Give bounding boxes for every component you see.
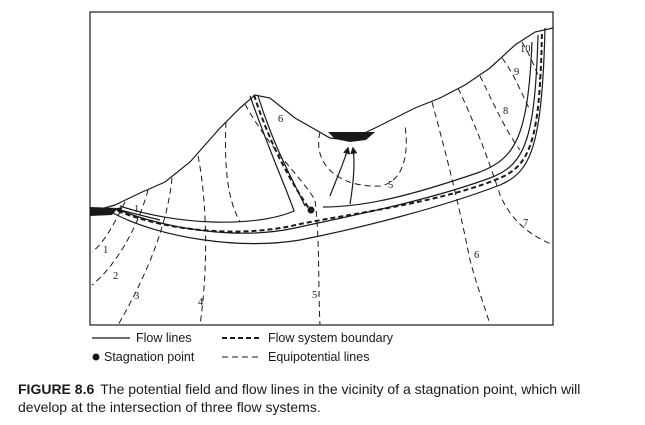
caption-text: The potential field and flow lines in th…: [18, 381, 581, 415]
legend-stagnation-point: Stagnation point: [104, 350, 195, 364]
equipotential-label: 10: [520, 44, 531, 55]
equipotential-label: 2: [113, 271, 118, 282]
equipotential-label: 3: [134, 291, 139, 302]
diagram-frame: [89, 11, 554, 326]
lake-center: [328, 132, 375, 142]
legend-flow-system-boundary: Flow system boundary: [268, 331, 394, 345]
equipotential-label: 1: [134, 204, 139, 215]
flow-system-boundary: [117, 29, 543, 233]
equipotential-label: 9: [514, 67, 519, 78]
equipotential-label: 1: [103, 245, 108, 256]
legend: Flow lines Flow system boundary Stagnati…: [92, 331, 394, 364]
equipotential-label: 5: [388, 180, 393, 191]
figure-caption: FIGURE 8.6 The potential field and flow l…: [18, 380, 633, 416]
lake-left: [90, 207, 118, 216]
flow-lines: [112, 27, 546, 245]
equipotential-label: 8: [503, 106, 508, 117]
legend-flow-lines: Flow lines: [136, 331, 192, 345]
equipotential-label: 6: [278, 114, 283, 125]
legend-equipotential-lines: Equipotential lines: [268, 350, 369, 364]
equipotential-label: 6: [474, 250, 479, 261]
caption-label: FIGURE 8.6: [18, 381, 95, 397]
equipotential-label: 5: [312, 290, 317, 301]
land-surface: [89, 27, 554, 213]
legend-stagnation-symbol: [92, 353, 100, 361]
equipotential-labels: 1 1 2 3 4 5 5 6 6 7 8 9 10: [103, 44, 531, 308]
figure-diagram: 1 1 2 3 4 5 5 6 6 7 8 9 10 Flow lines Fl…: [89, 11, 554, 364]
stagnation-point-marker: [307, 206, 315, 214]
equipotential-label: 7: [523, 218, 528, 229]
equipotential-label: 4: [198, 297, 204, 308]
